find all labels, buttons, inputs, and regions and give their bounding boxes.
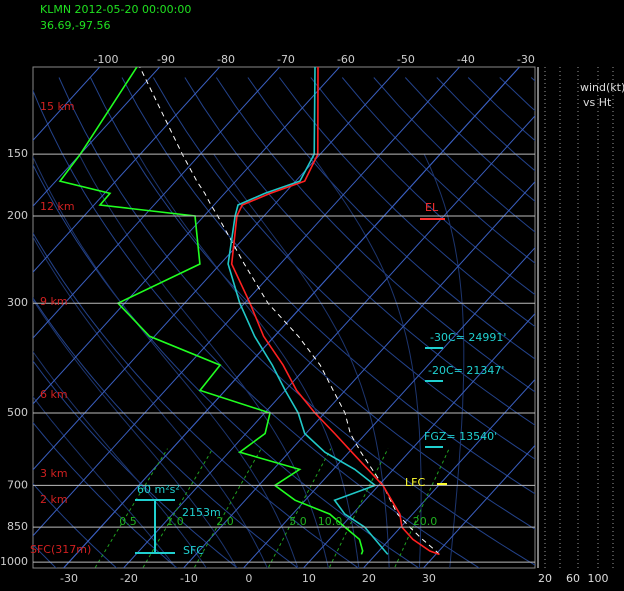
height-label: 6 km xyxy=(40,388,68,401)
height-label: 9 km xyxy=(40,295,68,308)
height-label: 2 km xyxy=(40,493,68,506)
isotherm xyxy=(303,312,535,568)
level-label: EL xyxy=(425,201,439,214)
profile-line xyxy=(139,67,440,555)
dry-adiabat xyxy=(247,77,535,360)
dry-adiabat xyxy=(499,77,535,112)
x-tick-label: 20 xyxy=(362,572,376,585)
dry-adiabat xyxy=(33,421,178,568)
moist-adiabat xyxy=(33,350,208,568)
isotherm xyxy=(33,67,220,273)
isotherm xyxy=(33,67,340,405)
isotherm xyxy=(33,67,280,339)
dry-adiabat xyxy=(310,77,535,296)
mixing-ratio-line xyxy=(328,448,389,568)
x-tick-label: -10 xyxy=(180,572,198,585)
isotherm xyxy=(363,378,535,568)
moist-adiabat xyxy=(33,236,268,568)
dry-adiabat xyxy=(33,360,239,568)
dry-adiabat xyxy=(279,77,535,328)
x-tick-label: 30 xyxy=(422,572,436,585)
x-tick-label: -20 xyxy=(120,572,138,585)
level-label: -30C= 24991' xyxy=(430,331,506,344)
isotherm xyxy=(243,246,535,568)
height-label: 3 km xyxy=(40,467,68,480)
top-tick-label: -100 xyxy=(94,53,119,66)
wind-subtitle: vs Ht xyxy=(583,96,612,109)
wind-tick-label: 20 xyxy=(538,572,552,585)
wind-tick-label: 60 xyxy=(566,572,580,585)
dry-adiabat xyxy=(121,77,535,495)
location: 36.69,-97.56 xyxy=(40,19,110,32)
mixing-ratio-label: 20.0 xyxy=(413,515,438,528)
y-tick-label: 850 xyxy=(7,520,28,533)
top-tick-label: -90 xyxy=(157,53,175,66)
dry-adiabat xyxy=(33,483,118,568)
isotherm xyxy=(183,181,535,568)
mixing-ratio-label: 5.0 xyxy=(289,515,307,528)
height-label: SFC(317m) xyxy=(30,543,91,556)
wind-title: wind(kt) xyxy=(580,81,624,94)
dry-adiabat xyxy=(33,163,420,568)
x-tick-label: 0 xyxy=(245,572,252,585)
dry-adiabat xyxy=(184,77,535,426)
dry-adiabat xyxy=(215,77,535,393)
profile-line xyxy=(230,67,440,556)
isotherm xyxy=(33,67,460,537)
helicity-label: 2153m xyxy=(182,506,221,519)
isotherm xyxy=(123,115,535,568)
height-label: 12 km xyxy=(40,200,75,213)
mixing-ratio-line xyxy=(193,448,262,568)
station: KLMN 2012-05-20 00:00:00 xyxy=(40,3,191,16)
profile-line xyxy=(227,67,389,555)
dry-adiabat xyxy=(90,77,535,530)
helicity-label: SFC xyxy=(183,544,204,557)
level-label: -20C= 21347' xyxy=(428,364,504,377)
dry-adiabat xyxy=(404,77,535,202)
isotherm xyxy=(33,67,400,471)
y-tick-label: 700 xyxy=(7,478,28,491)
isotherm xyxy=(33,67,161,207)
top-tick-label: -40 xyxy=(457,53,475,66)
dry-adiabat xyxy=(33,232,360,568)
mixing-ratio-label: 0.5 xyxy=(119,515,137,528)
top-tick-label: -80 xyxy=(217,53,235,66)
top-tick-label: -70 xyxy=(277,53,295,66)
top-tick-label: -30 xyxy=(517,53,535,66)
profile-line xyxy=(58,67,364,555)
top-tick-label: -50 xyxy=(397,53,415,66)
y-tick-label: 500 xyxy=(7,406,28,419)
dry-adiabat xyxy=(152,77,535,460)
mixing-ratio-line xyxy=(267,448,332,568)
top-tick-label: -60 xyxy=(337,53,355,66)
level-label: FGZ= 13540' xyxy=(424,430,497,443)
y-tick-label: 1000 xyxy=(0,555,28,568)
x-tick-label: 10 xyxy=(302,572,316,585)
moist-adiabat xyxy=(213,153,390,568)
plot-frame xyxy=(32,66,536,569)
dry-adiabat xyxy=(33,89,481,568)
dry-adiabat xyxy=(33,297,299,568)
x-tick-label: -30 xyxy=(60,572,78,585)
height-label: 15 km xyxy=(40,100,75,113)
wind-tick-label: 100 xyxy=(588,572,609,585)
mixing-ratio-label: 1.0 xyxy=(166,515,184,528)
moist-adiabat xyxy=(33,395,177,568)
dry-adiabat xyxy=(467,77,535,142)
y-tick-label: 200 xyxy=(7,209,28,222)
mixing-ratio-label: 10.0 xyxy=(318,515,343,528)
isotherm xyxy=(423,444,535,568)
y-tick-label: 150 xyxy=(7,147,28,160)
moist-adiabat xyxy=(137,153,360,568)
mixing-ratio-label: 2.0 xyxy=(216,515,234,528)
mixing-ratio-line xyxy=(94,448,168,568)
dry-adiabat xyxy=(373,77,535,233)
isotherm xyxy=(63,67,520,568)
dry-adiabat xyxy=(58,77,535,566)
y-tick-label: 300 xyxy=(7,296,28,309)
helicity-label: 60 m²s² xyxy=(137,483,180,496)
mixing-ratio-line xyxy=(142,448,214,568)
level-label: LFC xyxy=(405,476,425,489)
